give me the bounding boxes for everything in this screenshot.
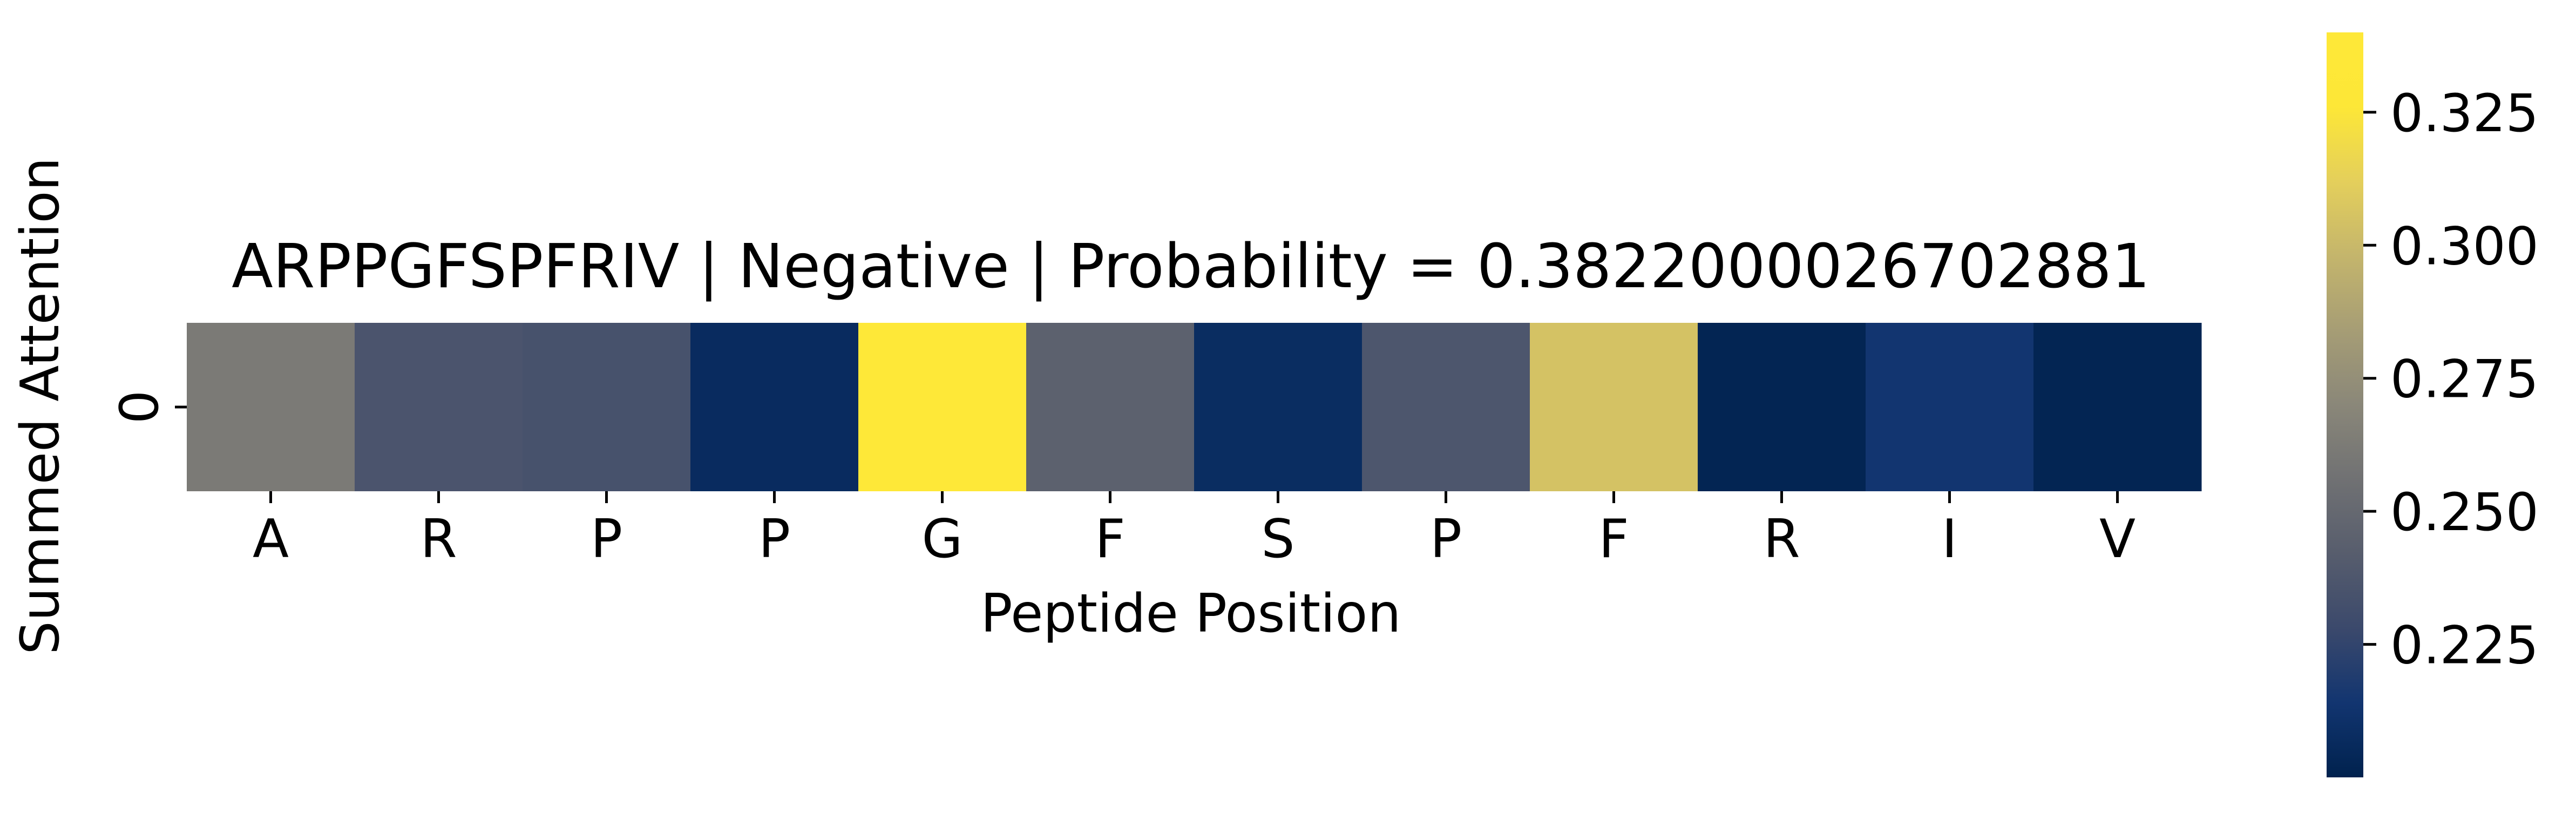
colorbar <box>2327 32 2363 777</box>
heatmap-cell <box>1698 323 1866 491</box>
x-tick-label: P <box>591 509 622 570</box>
x-tick-label: G <box>922 509 963 570</box>
heatmap-cell <box>858 323 1027 491</box>
y-axis-ticks: 0 <box>109 390 187 424</box>
heatmap-cell <box>2033 323 2202 491</box>
x-axis-label: Peptide Position <box>981 583 1401 645</box>
x-tick-label: P <box>758 509 790 570</box>
heatmap-cell <box>1194 323 1362 491</box>
x-tick-label: R <box>420 509 457 570</box>
heatmap-cell <box>187 323 355 491</box>
y-tick-label: 0 <box>109 390 171 424</box>
y-axis-label: Summed Attention <box>10 157 71 654</box>
heatmap-cell <box>355 323 523 491</box>
x-tick-label: V <box>2099 509 2136 570</box>
x-tick-label: F <box>1095 509 1125 570</box>
x-tick-label: F <box>1598 509 1629 570</box>
heatmap-cells <box>187 323 2202 491</box>
x-tick-label: S <box>1261 509 1294 570</box>
x-tick-label: I <box>1942 509 1957 570</box>
heatmap-cell <box>523 323 691 491</box>
colorbar-tick-label: 0.225 <box>2390 615 2539 676</box>
colorbar-tick-label: 0.300 <box>2390 216 2539 276</box>
heatmap-cell <box>1362 323 1530 491</box>
x-tick-label: A <box>253 509 289 570</box>
heatmap-cell <box>1866 323 2034 491</box>
colorbar-tick-label: 0.250 <box>2390 482 2539 543</box>
colorbar-ticks: 0.225 0.250 0.275 0.300 0.325 <box>2363 83 2539 676</box>
x-tick-label: P <box>1430 509 1462 570</box>
x-tick-label: R <box>1763 509 1800 570</box>
chart-title: ARPPGFSPFRIV | Negative | Probability = … <box>232 232 2150 302</box>
heatmap-cell <box>1026 323 1195 491</box>
heatmap-cell <box>1530 323 1698 491</box>
colorbar-tick-label: 0.275 <box>2390 349 2539 410</box>
heatmap-cell <box>690 323 859 491</box>
colorbar-tick-label: 0.325 <box>2390 83 2539 144</box>
